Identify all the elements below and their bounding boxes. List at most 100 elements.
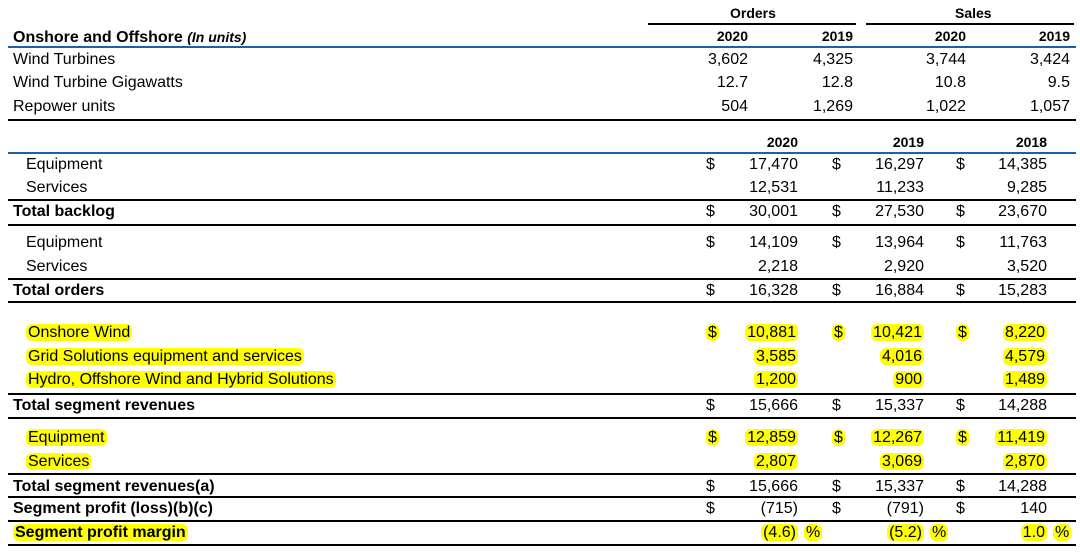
currency-symbol: $	[706, 396, 715, 416]
row-label-text: Services	[26, 453, 92, 470]
currency-text: $	[956, 324, 969, 341]
cell-value: 23,670	[937, 202, 1047, 222]
cell-value: 15,337	[814, 396, 924, 416]
cell-value: 15,283	[937, 281, 1047, 301]
year-header: 2019	[892, 134, 924, 150]
cell-value: 8,220	[937, 323, 1047, 343]
cell-value: (715)	[688, 499, 798, 519]
cell-value-text: 3,585	[753, 348, 798, 365]
row-label: Services	[26, 178, 87, 198]
currency-text: $	[956, 397, 965, 414]
cell-value-text: 2,807	[753, 453, 798, 470]
currency-symbol: $	[706, 323, 719, 343]
cell-value: 30,001	[688, 202, 798, 222]
row-label: Wind Turbines	[13, 51, 116, 68]
cell-value-text: 140	[1020, 500, 1047, 517]
cell-value: 140	[937, 499, 1047, 519]
cell-value-text: 14,288	[998, 478, 1047, 495]
rule	[8, 417, 1076, 419]
currency-text: $	[832, 429, 845, 446]
currency-text: $	[956, 203, 965, 220]
row-label-text: Services	[26, 179, 88, 196]
cell-value-text: 2,870	[1002, 453, 1047, 470]
cell-value: 12,859	[688, 428, 798, 448]
currency-text: $	[706, 397, 715, 414]
cell-value-text: 4,579	[1002, 348, 1047, 365]
year-header: 2020	[766, 134, 798, 150]
currency-text: $	[956, 500, 965, 517]
row-label-text: Equipment	[26, 156, 103, 173]
currency-symbol: $	[956, 396, 965, 416]
row-label-text: Equipment	[26, 429, 107, 446]
currency-symbol: $	[706, 477, 715, 497]
cell-value-text: 11,763	[999, 234, 1047, 251]
year-header: 2018	[1015, 134, 1047, 150]
cell-value: 4,325	[812, 51, 853, 68]
row-label: Equipment	[26, 155, 103, 175]
cell-value: 10,881	[688, 323, 798, 343]
currency-symbol: $	[832, 499, 841, 519]
cell-value: 15,666	[688, 477, 798, 497]
cell-value-text: 13,964	[875, 234, 924, 251]
cell-value-text: 15,337	[875, 478, 924, 495]
row-label: Services	[26, 452, 92, 472]
cell-value-text: 1.0	[1020, 524, 1047, 541]
cell-value: 1,269	[812, 98, 853, 115]
cell-value: 13,964	[814, 233, 924, 253]
cell-value: 11,763	[937, 233, 1047, 253]
cell-value: 2,218	[688, 257, 798, 277]
row-label-text: Equipment	[26, 234, 103, 251]
rule	[8, 520, 1076, 522]
row-label: Equipment	[26, 428, 107, 448]
cell-value: 4,579	[937, 347, 1047, 367]
cell-value-text: 12,267	[871, 429, 924, 446]
cell-value-text: 16,297	[875, 156, 924, 173]
blue-rule	[8, 46, 1076, 48]
percent-text: %	[804, 524, 823, 541]
cell-value: (791)	[814, 499, 924, 519]
cell-value-text: 23,670	[998, 203, 1047, 220]
currency-text: $	[956, 429, 969, 446]
row-label: Onshore Wind	[26, 323, 133, 343]
currency-symbol: $	[956, 428, 969, 448]
title-units: (In units)	[187, 29, 247, 45]
percent-text: %	[1053, 524, 1072, 541]
currency-symbol: $	[832, 323, 845, 343]
cell-value: 3,069	[814, 452, 924, 472]
title-text: Onshore and Offshore	[13, 29, 183, 46]
currency-text: $	[706, 478, 715, 495]
cell-value-text: 11,233	[876, 179, 924, 196]
rule	[8, 301, 1076, 303]
row-label: Equipment	[26, 233, 103, 253]
currency-symbol: $	[832, 155, 841, 175]
percent-sign: %	[930, 523, 949, 543]
row-label: Segment profit (loss)(b)(c)	[13, 499, 213, 519]
currency-symbol: $	[956, 281, 965, 301]
currency-text: $	[706, 324, 719, 341]
cell-value: 1,057	[1029, 98, 1070, 115]
cell-value-text: 12,531	[749, 179, 798, 196]
cell-value: 1,022	[925, 98, 966, 115]
currency-symbol: $	[956, 202, 965, 222]
cell-value-text: (4.6)	[761, 524, 798, 541]
cell-value: 16,328	[688, 281, 798, 301]
cell-value-text: 14,385	[998, 156, 1047, 173]
currency-symbol: $	[832, 281, 841, 301]
rule	[8, 199, 1076, 201]
cell-value: 14,109	[688, 233, 798, 253]
cell-value: 12,531	[688, 178, 798, 198]
cell-value-text: 15,666	[749, 397, 798, 414]
row-label-text: Services	[26, 258, 88, 275]
cell-value: 16,297	[814, 155, 924, 175]
row-label-text: Total segment revenues	[13, 397, 195, 414]
currency-symbol: $	[706, 155, 715, 175]
cell-value-text: 2,920	[883, 258, 924, 275]
rule	[8, 473, 1076, 475]
cell-value: 3,424	[1029, 51, 1070, 68]
row-label: Total backlog	[13, 202, 115, 222]
cell-value: 10,421	[814, 323, 924, 343]
currency-symbol: $	[832, 428, 845, 448]
cell-value: 17,470	[688, 155, 798, 175]
currency-text: $	[956, 282, 965, 299]
table-title: Onshore and Offshore (In units)	[13, 27, 246, 48]
